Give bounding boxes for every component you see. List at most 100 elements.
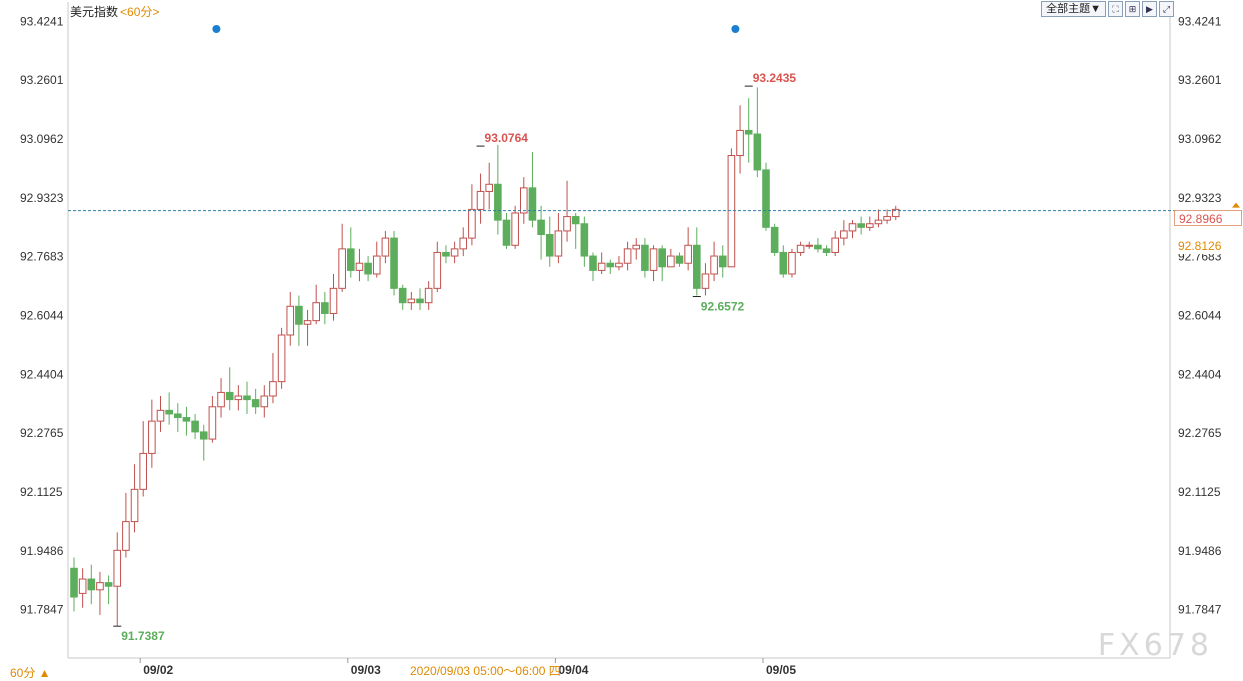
candle-up[interactable]: [831, 237, 840, 253]
period-selector[interactable]: 60分 ▲: [10, 666, 51, 680]
candle-up[interactable]: [286, 305, 295, 336]
candle-down[interactable]: [398, 287, 407, 304]
candle-down[interactable]: [693, 244, 701, 289]
fullscreen-icon[interactable]: ⛶: [1108, 1, 1123, 17]
candle-down[interactable]: [779, 251, 788, 275]
candle-down[interactable]: [225, 391, 234, 401]
candle-up[interactable]: [433, 251, 442, 289]
candle-up[interactable]: [874, 219, 883, 225]
candle-up[interactable]: [597, 262, 606, 271]
candle-up[interactable]: [615, 262, 623, 268]
candle-down[interactable]: [104, 582, 113, 587]
candle-down[interactable]: [606, 262, 615, 268]
candle-down[interactable]: [571, 216, 580, 225]
candle-up[interactable]: [554, 230, 563, 257]
candle-up[interactable]: [511, 212, 519, 246]
candle-up[interactable]: [130, 488, 139, 523]
candle-down[interactable]: [199, 431, 208, 440]
candle-down[interactable]: [641, 244, 649, 271]
expand-icon[interactable]: ⤢: [1159, 1, 1174, 17]
candle-up[interactable]: [355, 262, 364, 271]
candles-layer[interactable]: [70, 87, 900, 626]
candle-down[interactable]: [675, 255, 684, 264]
candle-down[interactable]: [718, 255, 727, 268]
period-tag[interactable]: <60分>: [120, 5, 160, 19]
candle-up[interactable]: [684, 244, 692, 264]
candle-down[interactable]: [182, 417, 191, 422]
candle-up[interactable]: [667, 255, 675, 268]
candle-down[interactable]: [321, 302, 329, 314]
candle-up[interactable]: [632, 244, 641, 250]
candle-down[interactable]: [857, 223, 865, 228]
grid-icon[interactable]: ⊞: [1125, 1, 1140, 17]
candle-up[interactable]: [381, 237, 390, 257]
candle-up[interactable]: [303, 320, 312, 325]
candle-down[interactable]: [589, 255, 597, 271]
candle-up[interactable]: [468, 208, 476, 239]
candle-up[interactable]: [520, 187, 528, 214]
candle-down[interactable]: [442, 251, 450, 257]
candle-down[interactable]: [502, 219, 511, 246]
candle-down[interactable]: [770, 226, 779, 253]
candle-down[interactable]: [814, 244, 822, 250]
event-marker-icon[interactable]: [731, 25, 740, 33]
candle-up[interactable]: [372, 255, 381, 275]
play-icon[interactable]: ▶: [1142, 1, 1157, 17]
candle-down[interactable]: [580, 223, 589, 257]
candle-up[interactable]: [476, 190, 485, 210]
candle-up[interactable]: [883, 216, 891, 221]
candle-down[interactable]: [528, 187, 537, 221]
candle-up[interactable]: [148, 420, 156, 454]
candle-down[interactable]: [347, 248, 355, 271]
candle-up[interactable]: [122, 521, 130, 551]
candle-down[interactable]: [174, 413, 182, 419]
candle-up[interactable]: [891, 208, 900, 218]
candle-up[interactable]: [788, 251, 796, 275]
candle-down[interactable]: [545, 234, 554, 257]
candle-up[interactable]: [563, 216, 571, 232]
candle-up[interactable]: [805, 244, 814, 247]
candle-down[interactable]: [762, 169, 770, 228]
candle-up[interactable]: [450, 248, 459, 257]
candle-down[interactable]: [191, 420, 199, 433]
candle-up[interactable]: [312, 302, 320, 322]
candle-down[interactable]: [658, 248, 667, 268]
candle-up[interactable]: [701, 273, 710, 289]
candle-up[interactable]: [727, 155, 736, 268]
candle-up[interactable]: [139, 452, 147, 490]
candle-up[interactable]: [277, 334, 286, 383]
candle-up[interactable]: [217, 391, 225, 408]
candle-up[interactable]: [407, 298, 416, 304]
event-marker-icon[interactable]: [212, 25, 221, 33]
candle-up[interactable]: [848, 223, 857, 232]
candle-down[interactable]: [70, 567, 78, 598]
candle-up[interactable]: [113, 549, 122, 587]
candle-up[interactable]: [736, 129, 744, 157]
candle-up[interactable]: [329, 287, 338, 314]
candle-up[interactable]: [260, 395, 269, 408]
theme-select-button[interactable]: 全部主题▼: [1041, 1, 1106, 17]
candle-up[interactable]: [234, 395, 243, 401]
candle-up[interactable]: [710, 255, 718, 275]
candle-down[interactable]: [295, 305, 303, 325]
candle-up[interactable]: [796, 244, 805, 253]
candle-up[interactable]: [269, 381, 277, 397]
candle-up[interactable]: [459, 237, 468, 250]
candle-down[interactable]: [364, 262, 372, 275]
candle-up[interactable]: [623, 248, 632, 264]
candle-down[interactable]: [87, 578, 96, 591]
candle-up[interactable]: [96, 582, 104, 591]
candle-down[interactable]: [390, 237, 398, 289]
candle-down[interactable]: [243, 395, 251, 401]
candle-up[interactable]: [208, 406, 217, 440]
candle-down[interactable]: [753, 133, 762, 171]
candle-up[interactable]: [485, 183, 493, 192]
candle-down[interactable]: [165, 409, 173, 415]
candle-up[interactable]: [840, 230, 848, 239]
candle-down[interactable]: [416, 298, 424, 304]
candle-down[interactable]: [494, 183, 502, 221]
candle-up[interactable]: [424, 287, 433, 304]
candle-down[interactable]: [251, 399, 260, 408]
candle-up[interactable]: [338, 248, 346, 289]
